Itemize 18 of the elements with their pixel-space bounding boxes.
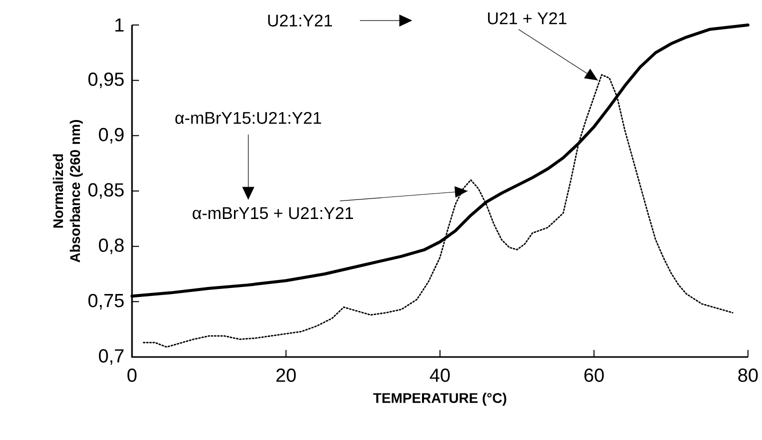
y-tick-label: 0,95 [88,72,124,88]
y-tick-label: 0,7 [98,349,124,365]
x-axis-title: TEMPERATURE (°C) [373,392,506,406]
annotation: U21:Y21 [268,14,332,27]
y-axis-title: Normalized Absorbance (260 nm) [52,120,83,262]
x-tick-label: 60 [584,368,604,382]
x-tick-label: 80 [738,368,758,382]
annotation: α-mBrY15:U21:Y21 [175,112,322,124]
annotation: α-mBrY15 + U21:Y21 [192,207,353,220]
y-tick-label: 0,8 [98,238,124,254]
y-tick-label: 0,85 [88,183,124,199]
y-tick-label: 0,9 [98,128,124,144]
x-tick-label: 20 [276,368,296,382]
annotation: U21 + Y21 [488,12,566,24]
y-tick-label: 1 [115,18,124,32]
y-tick-label: 0,75 [88,294,124,310]
x-tick-label: 40 [430,368,450,382]
x-tick-label: 0 [127,368,137,382]
